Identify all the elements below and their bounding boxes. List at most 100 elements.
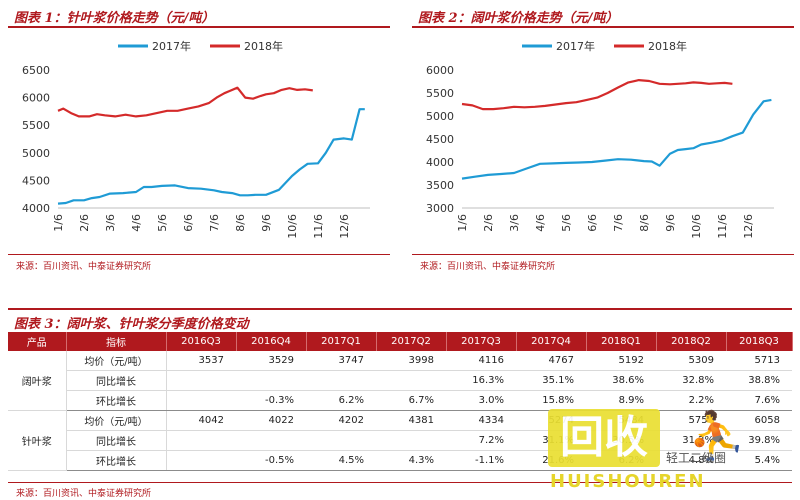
value-cell: 5.4%: [726, 450, 792, 471]
value-cell: 3.0%: [446, 390, 516, 411]
header-cell: 2016Q3: [166, 332, 237, 351]
value-cell: 5309: [656, 351, 726, 371]
x-tick-label: 8/6: [234, 214, 247, 232]
legend-label: 2017年: [556, 39, 595, 53]
header-cell: 2018Q1: [586, 332, 657, 351]
value-cell: 6.2%: [306, 390, 376, 411]
table-body: 阔叶浆 均价（元/吨） 3537 3529 3747 3998 4116 4767 5192 53…: [8, 351, 792, 471]
table-row: 环比增长 -0.5% 4.5% 4.3% -1.1% 21.6% 6.2% 4.8% 5.4%: [8, 450, 792, 471]
table-row: 同比增长 7.2% 31.1% 30.5% 31.2% 39.8%: [8, 430, 792, 451]
x-tick-label: 1/6: [52, 214, 65, 232]
x-tick-label: 1/6: [456, 214, 469, 232]
metric-cell: 环比增长: [66, 450, 167, 471]
quarterly-price-table: 产品 指标 2016Q3 2016Q4 2017Q1 2017Q2 2017Q3…: [8, 332, 793, 471]
metric-cell: 同比增长: [66, 370, 167, 391]
value-cell: [306, 430, 376, 451]
value-cell: 30.5%: [586, 430, 656, 451]
y-tick-label: 6000: [22, 92, 50, 105]
y-tick-label: 4000: [22, 202, 50, 215]
y-tick-label: 3500: [426, 179, 454, 192]
value-cell: 5274: [516, 410, 586, 431]
y-tick-label: 3000: [426, 202, 454, 215]
value-cell: 3998: [376, 351, 446, 371]
value-cell: 4334: [446, 410, 516, 431]
value-cell: 35.1%: [516, 370, 586, 391]
x-tick-label: 9/6: [260, 214, 273, 232]
figure2-source-rule: [412, 254, 794, 255]
value-cell: 21.6%: [516, 450, 586, 471]
legend-label: 2018年: [244, 39, 283, 53]
value-cell: [166, 450, 236, 471]
product-cell: 阔叶浆: [8, 351, 67, 411]
x-tick-label: 5/6: [560, 214, 573, 232]
table-row: 同比增长 16.3% 35.1% 38.6% 32.8% 38.8%: [8, 370, 792, 391]
value-cell: 15.8%: [516, 390, 586, 411]
x-tick-label: 2/6: [482, 214, 495, 232]
x-tick-label: 11/6: [716, 214, 729, 239]
value-cell: 39.8%: [726, 430, 792, 451]
value-cell: 3537: [166, 351, 236, 371]
value-cell: 8.9%: [586, 390, 656, 411]
header-cell: 2017Q4: [516, 332, 587, 351]
value-cell: [236, 430, 306, 451]
y-tick-label: 4500: [426, 133, 454, 146]
y-tick-label: 6000: [426, 64, 454, 77]
x-tick-label: 12/6: [742, 214, 755, 239]
legend-label: 2018年: [648, 39, 687, 53]
figure2-line-chart: 2017年 2018年 3000 3500 4000 4500 5000 5500 6000 1/…: [426, 39, 774, 239]
table-row: 环比增长 -0.3% 6.2% 6.7% 3.0% 15.8% 8.9% 2.2% 7.6%: [8, 390, 792, 411]
value-cell: 4.3%: [376, 450, 446, 471]
value-cell: 38.8%: [726, 370, 792, 391]
x-tick-label: 10/6: [690, 214, 703, 239]
y-tick-label: 5500: [22, 119, 50, 132]
y-tick-label: 4500: [22, 174, 50, 187]
x-tick-label: 7/6: [208, 214, 221, 232]
x-tick-label: 6/6: [586, 214, 599, 232]
value-cell: [376, 370, 446, 391]
table-row: 针叶浆 均价（元/吨） 4042 4022 4202 4381 4334 5274 5484 57…: [8, 410, 792, 471]
x-tick-label: 9/6: [664, 214, 677, 232]
value-cell: 5192: [586, 351, 656, 371]
value-cell: 4.8%: [656, 450, 726, 471]
header-cell: 产品: [8, 332, 67, 351]
metric-cell: 同比增长: [66, 430, 167, 451]
value-cell: [306, 370, 376, 391]
value-cell: 3747: [306, 351, 376, 371]
x-tick-label: 8/6: [638, 214, 651, 232]
figure1-source: 来源：百川资讯、中泰证券研究所: [16, 262, 152, 272]
value-cell: 4202: [306, 410, 376, 431]
header-cell: 2018Q2: [656, 332, 727, 351]
header-cell: 2017Q1: [306, 332, 377, 351]
value-cell: [236, 370, 306, 391]
value-cell: 4042: [166, 410, 236, 431]
x-tick-label: 7/6: [612, 214, 625, 232]
x-tick-label: 3/6: [104, 214, 117, 232]
y-tick-label: 4000: [426, 156, 454, 169]
value-cell: 4381: [376, 410, 446, 431]
y-tick-label: 5000: [22, 147, 50, 160]
series-line: [461, 78, 733, 111]
metric-cell: 均价（元/吨）: [66, 410, 167, 431]
value-cell: 5750: [656, 410, 726, 431]
figure3-source: 来源：百川资讯、中泰证券研究所: [16, 489, 152, 499]
figure2-title-rule: [412, 26, 794, 28]
series-line: [461, 98, 772, 180]
header-cell: 2017Q2: [376, 332, 447, 351]
metric-cell: 均价（元/吨）: [66, 351, 167, 371]
figure2-title: 图表 2：阔叶浆价格走势（元/吨）: [418, 11, 619, 26]
series-line: [57, 108, 365, 205]
figure1-title: 图表 1：针叶浆价格走势（元/吨）: [14, 11, 215, 26]
table-header-row: 产品 指标 2016Q3 2016Q4 2017Q1 2017Q2 2017Q3…: [8, 332, 793, 351]
value-cell: 4116: [446, 351, 516, 371]
figure3-title: 图表 3：阔叶浆、针叶浆分季度价格变动: [14, 317, 249, 332]
figure1-title-rule: [8, 26, 390, 28]
y-tick-label: 5500: [426, 87, 454, 100]
metric-cell: 环比增长: [66, 390, 167, 411]
value-cell: [166, 430, 236, 451]
value-cell: 32.8%: [656, 370, 726, 391]
value-cell: 5484: [586, 410, 656, 431]
value-cell: 6.2%: [586, 450, 656, 471]
value-cell: 6.7%: [376, 390, 446, 411]
value-cell: [166, 370, 236, 391]
value-cell: 2.2%: [656, 390, 726, 411]
